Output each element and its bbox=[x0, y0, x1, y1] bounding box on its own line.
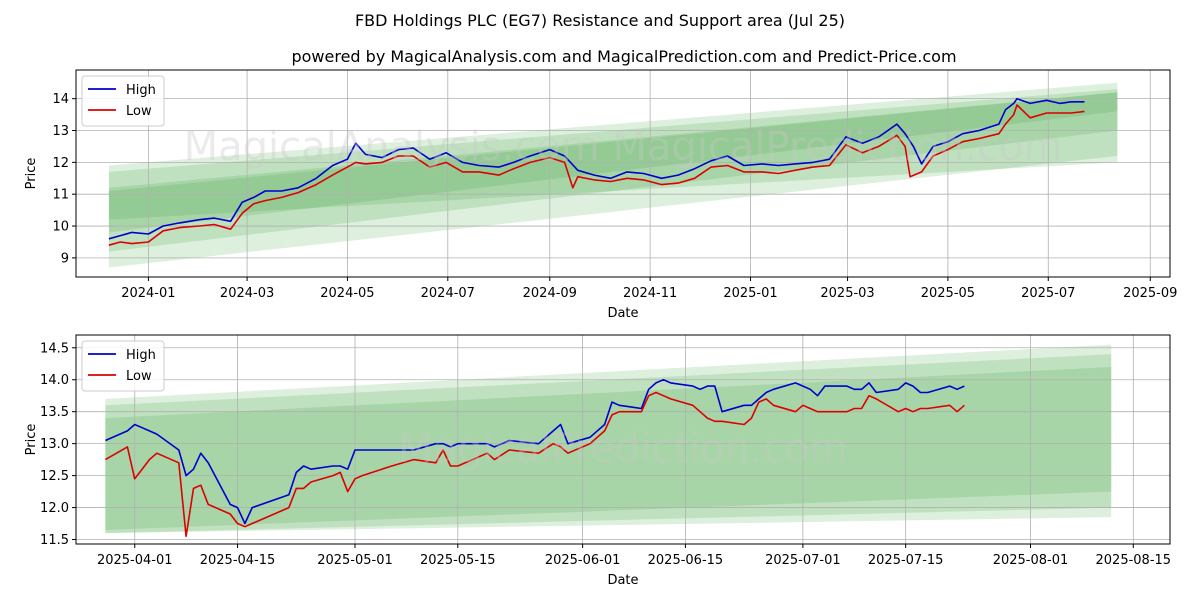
chart-subtitle: powered by MagicalAnalysis.com and Magic… bbox=[291, 47, 956, 66]
y-tick-label: 11.5 bbox=[40, 533, 69, 548]
y-tick-label: 12.0 bbox=[40, 501, 69, 516]
y-axis-label: Price bbox=[24, 424, 39, 456]
series-line-high bbox=[105, 378, 965, 525]
x-tick-label: 2025-07-01 bbox=[765, 553, 841, 568]
x-tick-label: 2024-03 bbox=[220, 286, 274, 301]
plot-content bbox=[76, 335, 1170, 544]
legend-label-low: Low bbox=[126, 369, 152, 384]
legend-label-high: High bbox=[126, 83, 156, 98]
x-tick-label: 2025-09 bbox=[1123, 286, 1177, 301]
x-tick-label: 2025-08-01 bbox=[993, 553, 1069, 568]
x-axis-label: Date bbox=[607, 306, 638, 321]
x-tick-label: 2025-04-15 bbox=[200, 553, 276, 568]
x-tick-label: 2025-05-15 bbox=[420, 553, 496, 568]
x-tick-label: 2025-05 bbox=[921, 286, 975, 301]
legend-label-low: Low bbox=[126, 104, 152, 119]
x-tick-label: 2025-07 bbox=[1021, 286, 1075, 301]
support-resistance-band-1 bbox=[108, 89, 1118, 252]
x-tick-label: 2024-01 bbox=[121, 286, 175, 301]
legend: High Low bbox=[81, 340, 165, 392]
y-tick-label: 13 bbox=[52, 124, 69, 139]
support-resistance-band-2 bbox=[108, 92, 1118, 268]
y-tick-label: 14 bbox=[52, 92, 69, 107]
x-tick-label: 2025-01 bbox=[723, 286, 777, 301]
x-tick-label: 2025-05-01 bbox=[317, 553, 393, 568]
top-panel: MagicalAnalysis.com MagicalPrediction.co… bbox=[24, 69, 1177, 321]
series-line-high bbox=[108, 97, 1085, 240]
watermark-text: MagicalPrediction.com bbox=[398, 426, 848, 472]
plot-area bbox=[76, 335, 1170, 544]
legend: High Low bbox=[81, 75, 165, 127]
x-tick-label: 2025-03 bbox=[820, 286, 874, 301]
y-tick-label: 10 bbox=[52, 220, 69, 235]
y-tick-label: 9 bbox=[61, 251, 69, 266]
series-line-low bbox=[105, 391, 965, 538]
axes-frame bbox=[75, 69, 1171, 278]
support-resistance-band-0 bbox=[105, 344, 1112, 534]
series-line-low bbox=[108, 104, 1085, 246]
x-tick-label: 2025-06-15 bbox=[648, 553, 724, 568]
y-tick-label: 11 bbox=[52, 188, 69, 203]
x-tick-label: 2024-11 bbox=[623, 286, 677, 301]
legend-label-high: High bbox=[126, 348, 156, 363]
axes-frame bbox=[75, 334, 1171, 545]
y-axis-label: Price bbox=[24, 158, 39, 190]
y-tick-label: 14.5 bbox=[40, 341, 69, 356]
y-tick-label: 12.5 bbox=[40, 469, 69, 484]
watermark-text: MagicalAnalysis.com MagicalPrediction.co… bbox=[184, 124, 1063, 170]
support-resistance-band-0 bbox=[108, 82, 1118, 233]
x-tick-label: 2025-06-01 bbox=[545, 553, 621, 568]
plot-content bbox=[76, 70, 1170, 277]
x-tick-label: 2024-07 bbox=[421, 286, 475, 301]
x-tick-label: 2025-08-15 bbox=[1096, 553, 1172, 568]
x-tick-label: 2024-05 bbox=[320, 286, 374, 301]
x-tick-label: 2025-04-01 bbox=[97, 553, 173, 568]
x-tick-label: 2025-07-15 bbox=[868, 553, 944, 568]
y-tick-label: 13.0 bbox=[40, 437, 69, 452]
y-tick-label: 13.5 bbox=[40, 405, 69, 420]
support-resistance-band-3 bbox=[108, 92, 1118, 220]
x-axis-label: Date bbox=[607, 573, 638, 588]
bottom-panel: MagicalPrediction.com 2025-04-01 2025-04-1… bbox=[24, 334, 1172, 588]
x-tick-label: 2024-09 bbox=[523, 286, 577, 301]
chart-title: FBD Holdings PLC (EG7) Resistance and Su… bbox=[355, 11, 845, 30]
y-tick-label: 12 bbox=[52, 156, 69, 171]
y-tick-label: 14.0 bbox=[40, 373, 69, 388]
